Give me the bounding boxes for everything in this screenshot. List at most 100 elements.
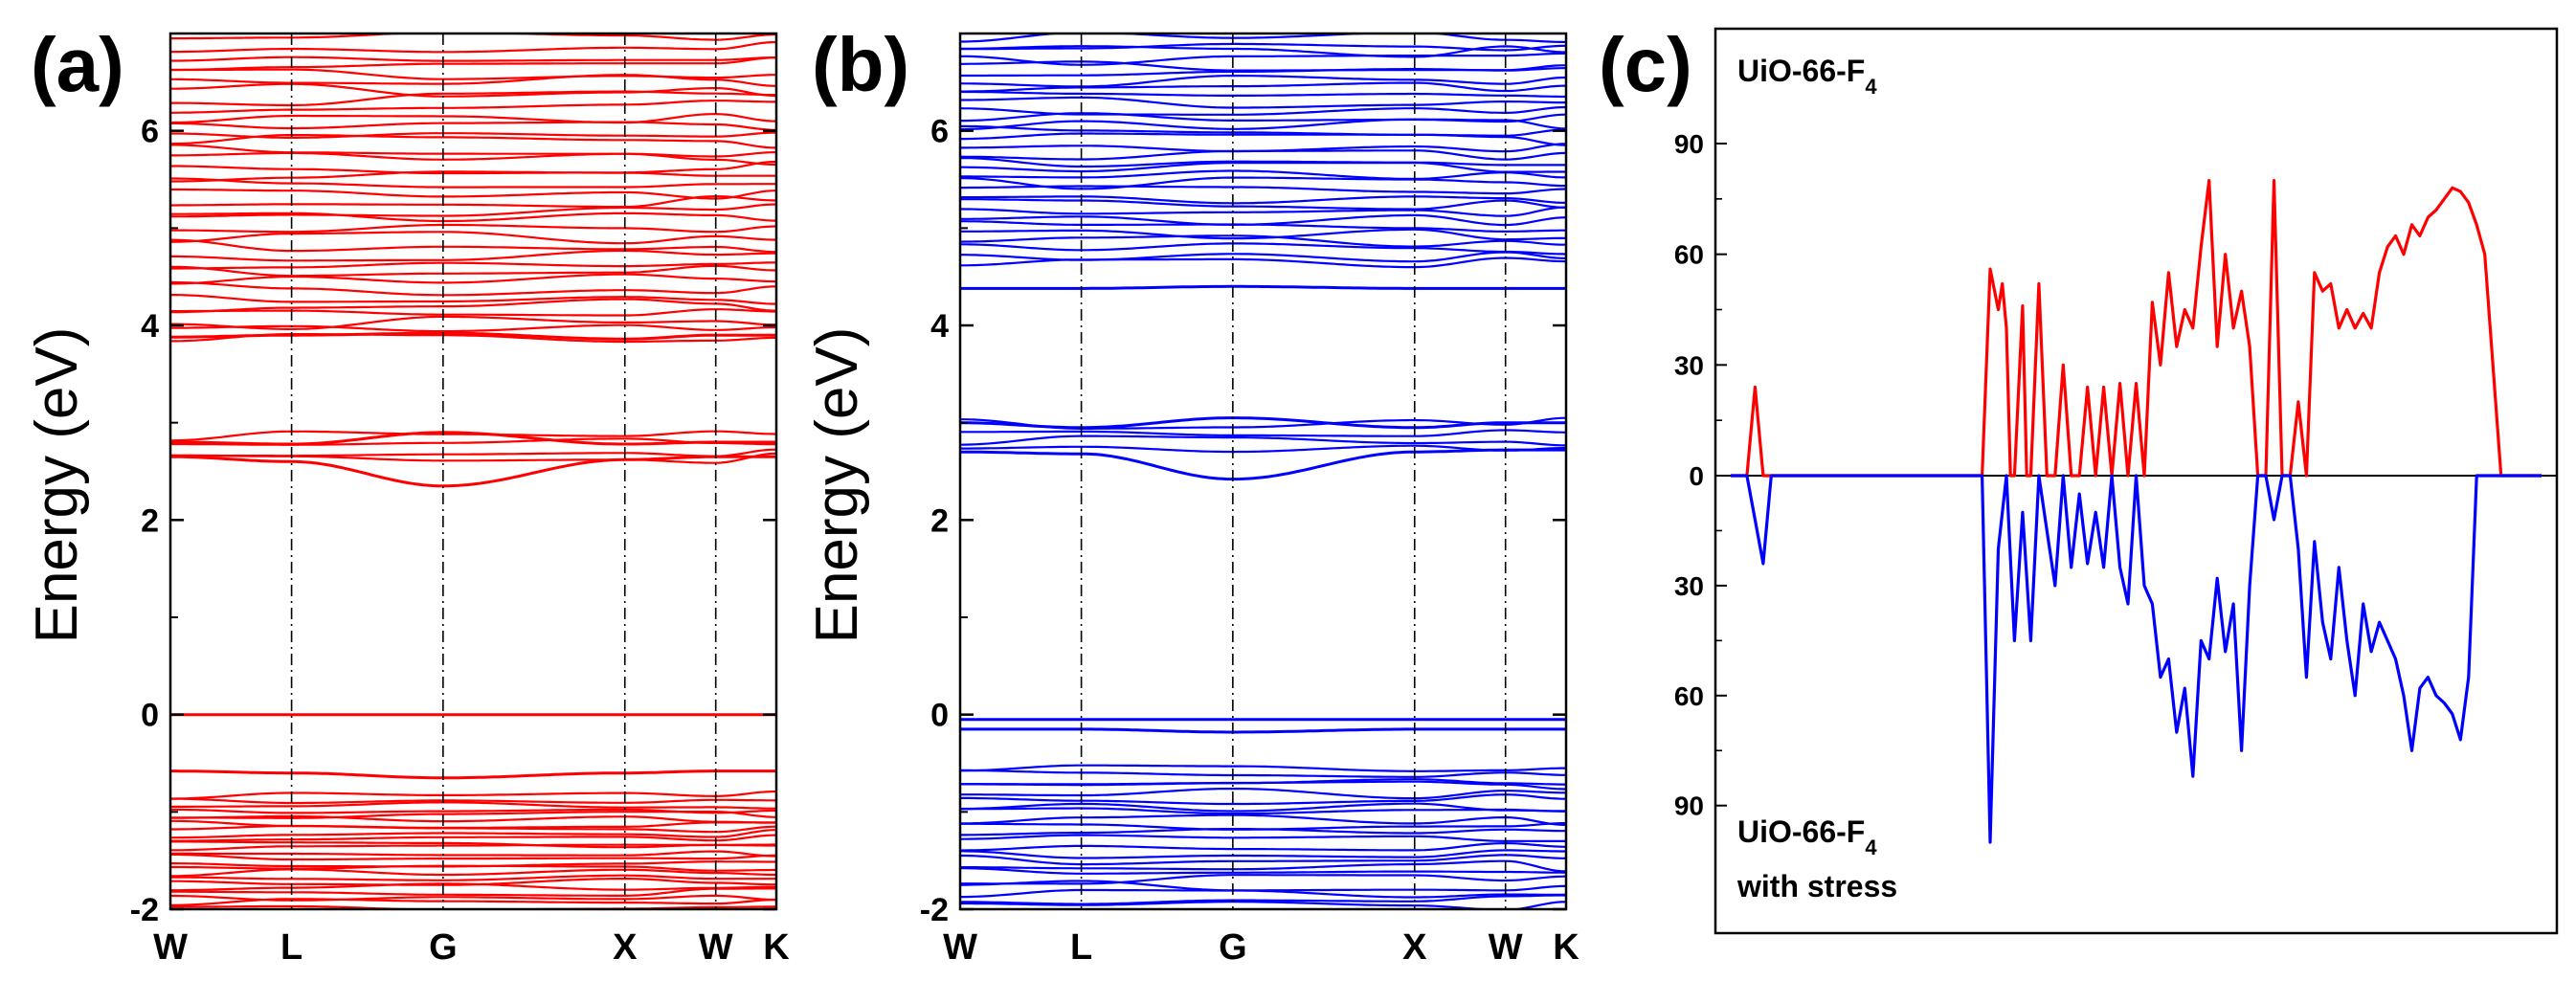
a-band-group-2-line-26 (170, 112, 776, 124)
b-band-group-2-line-16 (960, 143, 1566, 153)
a-band-group-2-line-35 (170, 33, 776, 41)
b-ytick-label-4: 6 (930, 114, 949, 150)
a-band-group-2-line-31 (170, 68, 776, 80)
a-band-group-0-line-7 (170, 868, 776, 878)
a-band-group-2-line-25 (170, 121, 776, 131)
c-series-up-line (1731, 179, 2542, 478)
a-band-group-2-line-16 (170, 194, 776, 209)
a-band-group-2-line-24 (170, 131, 776, 139)
a-band-group-2-line-6 (170, 280, 776, 297)
panel-a-y-axis-label: Energy (eV) (24, 327, 90, 644)
a-band-group-0-line-23 (170, 790, 776, 800)
a-band-group-2-line-1 (170, 323, 776, 333)
a-ytick-label-3: 4 (141, 308, 159, 345)
b-band-group-0-line-4 (960, 874, 1566, 885)
panel-a-frame (168, 32, 778, 911)
b-ytick-label-0: -2 (920, 892, 949, 928)
a-band-group-0-line-21 (170, 801, 776, 810)
b-band-group-0-line-16 (960, 793, 1566, 806)
b-band-group-2-line-23 (960, 90, 1566, 99)
b-band-group-0-line-6 (960, 859, 1566, 873)
b-band-group-0-line-13 (960, 814, 1566, 826)
a-band-group-0-line-11 (170, 850, 776, 858)
b-band-group-2-line-29 (960, 45, 1566, 58)
a-band-group-2-line-33 (170, 56, 776, 62)
a-band-group-2-line-14 (170, 212, 776, 223)
b-band-group-2-line-1 (960, 251, 1566, 263)
a-band-group-2-line-23 (170, 134, 776, 149)
a-ytick-label-1: 0 (141, 698, 159, 734)
panel-c-annotation-bottom-line1: UiO-66-F4 (1737, 814, 1877, 859)
b-band-3 (960, 416, 1566, 430)
a-band-group-2-line-13 (170, 223, 776, 234)
a-band-group-0-line-20 (170, 808, 776, 814)
b-band-group-2-line-11 (960, 176, 1566, 190)
b-band-group-2-line-4 (960, 228, 1566, 241)
b-xtick-label-5: K (1553, 927, 1579, 968)
b-band-group-2-line-24 (960, 81, 1566, 93)
a-xtick-label-1: L (280, 927, 302, 968)
b-band-group-2-line-9 (960, 195, 1566, 205)
a-band-group-0-line-9 (170, 860, 776, 868)
b-band-group-0-line-9 (960, 841, 1566, 852)
a-band-group-2-line-32 (170, 56, 776, 72)
c-ytick-top-label-2: 30 (1674, 350, 1704, 380)
a-band-group-2-line-5 (170, 294, 776, 305)
a-band-group-2-line-17 (170, 188, 776, 200)
c-ytick-bottom-label-0: 30 (1674, 571, 1704, 601)
b-band-1 (960, 727, 1566, 734)
b-band-group-2-line-18 (960, 124, 1566, 137)
b-ytick-label-1: 0 (930, 698, 949, 734)
a-band-group-2-line-12 (170, 231, 776, 245)
a-band-group-0-line-5 (170, 878, 776, 886)
b-band-group-0-line-19 (960, 778, 1566, 787)
b-band-group-1-line-1 (960, 435, 1566, 447)
b-band-group-0-line-21 (960, 764, 1566, 772)
a-xtick-label-0: W (153, 927, 188, 968)
a-band-group-2-line-19 (170, 170, 776, 183)
a-band-4 (170, 769, 776, 780)
a-band-group-2-line-21 (170, 151, 776, 167)
c-ytick-bottom-label-1: 60 (1674, 681, 1704, 711)
b-band-group-0-line-14 (960, 807, 1566, 815)
b-band-group-2-line-21 (960, 105, 1566, 116)
b-band-group-2-line-31 (960, 33, 1566, 43)
a-band-group-0-line-18 (170, 814, 776, 824)
panel-a-label: (a) (31, 22, 124, 107)
b-band-group-2-line-10 (960, 185, 1566, 195)
b-xtick-label-1: L (1070, 927, 1092, 968)
a-band-group-2-line-11 (170, 238, 776, 254)
a-band-group-0-line-10 (170, 853, 776, 861)
a-band-group-2-line-34 (170, 40, 776, 54)
a-band-2 (170, 431, 776, 446)
b-xtick-label-4: W (1489, 927, 1523, 968)
panel-c-label: (c) (1599, 22, 1692, 107)
b-xtick-label-2: G (1219, 927, 1247, 968)
a-band-group-2-line-18 (170, 177, 776, 189)
a-band-group-2-line-8 (170, 264, 776, 278)
a-band-group-0-line-13 (170, 840, 776, 849)
a-xtick-label-2: G (429, 927, 458, 968)
a-band-group-2-line-7 (170, 273, 776, 285)
panel-c-annotation-top: UiO-66-F4 (1737, 54, 1877, 99)
b-xtick-label-3: X (1402, 927, 1427, 968)
panel-c: (c) 90 60 30 0 30 60 90 UiO-66-F4 UiO-66-F4 wi… (1599, 22, 2559, 935)
a-band-group-1-line-1 (170, 448, 776, 457)
a-band-group-0-line-14 (170, 834, 776, 842)
b-band-group-2-line-12 (960, 169, 1566, 180)
b-band-group-0-line-7 (960, 854, 1566, 866)
a-band-group-0-line-22 (170, 797, 776, 805)
a-band-group-2-line-20 (170, 160, 776, 175)
b-band-group-2-line-22 (960, 96, 1566, 109)
a-band-group-0-line-17 (170, 819, 776, 829)
b-band-group-2-line-27 (960, 60, 1566, 72)
a-band-3 (170, 331, 776, 341)
b-band-group-0-line-1 (960, 894, 1566, 905)
a-ytick-label-2: 2 (141, 502, 159, 539)
panel-b-y-axis-label: Energy (eV) (804, 327, 870, 644)
panel-c-annotation-bottom-line2: with stress (1736, 869, 1897, 903)
b-band-group-2-line-14 (960, 157, 1566, 168)
b-band-group-1-line-2 (960, 429, 1566, 437)
b-ytick-label-3: 4 (930, 308, 949, 345)
